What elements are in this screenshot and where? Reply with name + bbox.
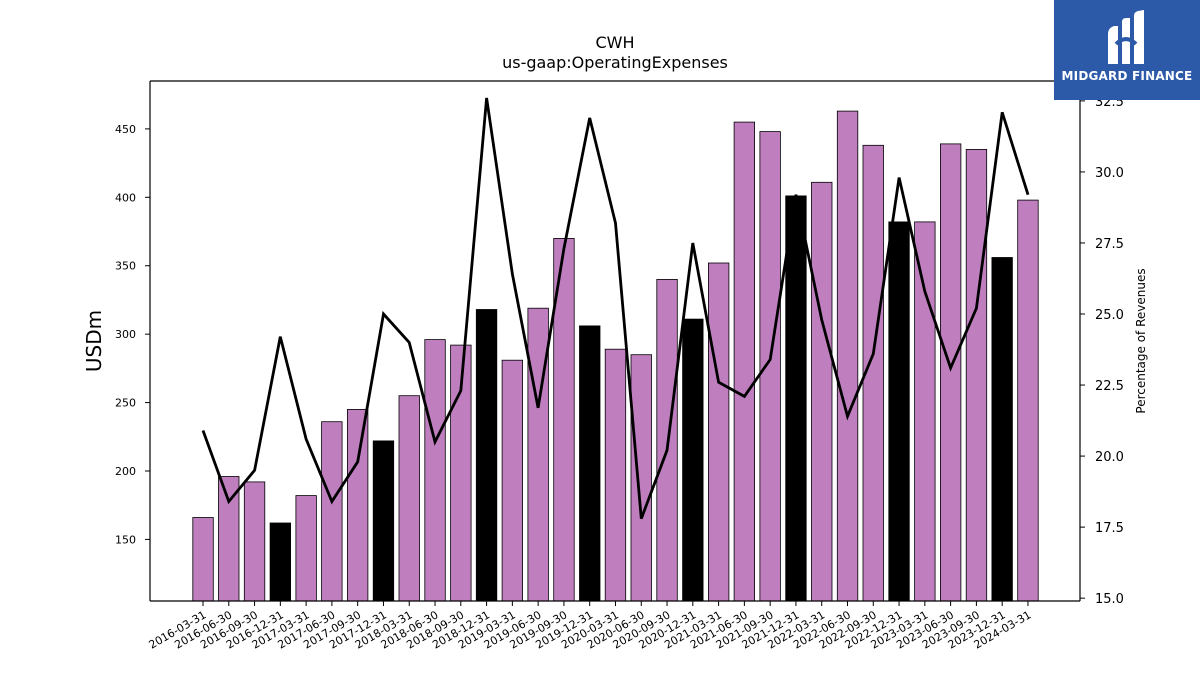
bar: [759, 131, 781, 602]
bar: [372, 440, 395, 602]
x-axis-ticks: 2016-03-312016-06-302016-09-302016-12-31…: [147, 601, 1033, 652]
bar: [630, 354, 652, 602]
bar: [398, 395, 420, 602]
bar: [527, 307, 549, 602]
bar: [811, 181, 833, 602]
bar: [579, 325, 601, 602]
bar: [836, 110, 859, 602]
bar: [785, 195, 807, 602]
y-axis-label: USDm: [82, 310, 106, 372]
bar: [991, 257, 1013, 602]
bar: [269, 522, 292, 602]
y2-tick-label: 15.0: [1095, 592, 1124, 607]
y-tick-label: 300: [115, 328, 136, 341]
y-tick-label: 450: [115, 123, 136, 136]
bar-series: [192, 110, 1039, 602]
chart-title: CWH: [595, 33, 634, 52]
bar: [321, 421, 343, 602]
y2-axis-ticks: 15.017.520.022.525.027.530.032.5: [1080, 95, 1124, 607]
y-axis-ticks: 150 200 250 300 350 400 450: [115, 123, 150, 546]
bar: [940, 143, 962, 602]
bar: [604, 348, 627, 602]
bar: [501, 359, 524, 602]
y-tick-label: 400: [115, 191, 136, 204]
bar: [192, 517, 214, 602]
bar: [888, 221, 910, 602]
brand-logo: MIDGARD FINANCE: [1054, 0, 1200, 100]
bar: [295, 495, 317, 602]
logo-text: MIDGARD FINANCE: [1061, 69, 1193, 83]
bar: [218, 476, 240, 602]
y2-tick-label: 30.0: [1095, 166, 1124, 181]
y-tick-label: 350: [115, 260, 136, 273]
y2-tick-label: 20.0: [1095, 450, 1124, 465]
y2-axis-label: Percentage of Revenues: [1134, 268, 1148, 413]
bar: [1017, 199, 1039, 602]
y-tick-label: 150: [115, 533, 136, 546]
chart-subtitle: us-gaap:OperatingExpenses: [502, 53, 728, 72]
bar: [708, 262, 730, 602]
bar: [965, 148, 988, 602]
bar: [682, 318, 704, 602]
y2-tick-label: 27.5: [1095, 237, 1124, 252]
logo-mark-icon: [1108, 10, 1144, 64]
bar: [346, 408, 369, 602]
y-tick-label: 250: [115, 397, 136, 410]
bar: [424, 339, 446, 602]
bar: [733, 121, 755, 602]
y2-tick-label: 17.5: [1095, 521, 1124, 536]
y2-tick-label: 25.0: [1095, 308, 1124, 323]
bar: [243, 481, 266, 602]
line-series: [201, 97, 1030, 520]
y-tick-label: 200: [115, 465, 136, 478]
y2-tick-label: 22.5: [1095, 379, 1124, 394]
bar: [475, 309, 498, 602]
bar: [914, 221, 936, 602]
